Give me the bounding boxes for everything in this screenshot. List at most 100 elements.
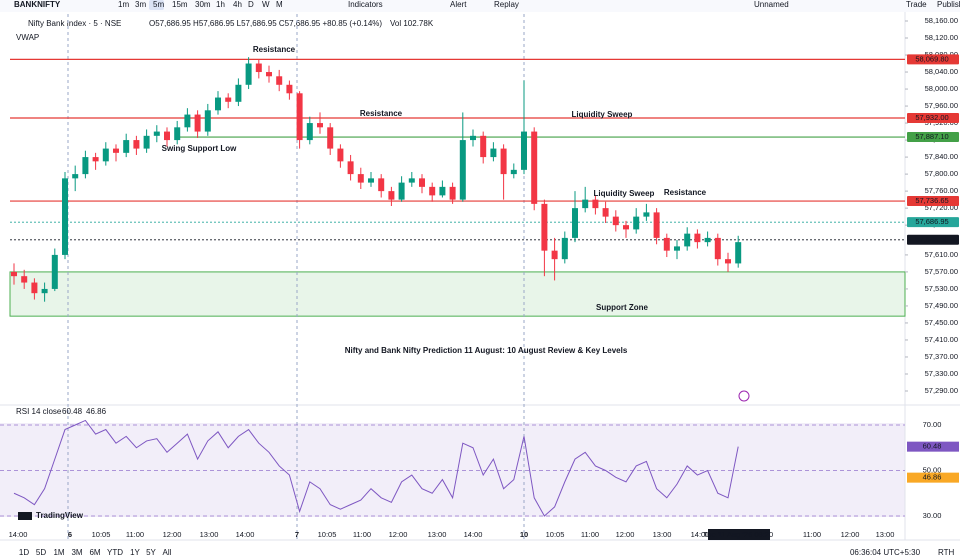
interval[interactable]: 4h xyxy=(233,0,242,9)
candle-body xyxy=(653,212,660,238)
rsi-tick-label: 70.00 xyxy=(923,420,942,429)
candle-body xyxy=(174,127,181,141)
candle-body xyxy=(694,233,701,243)
interval[interactable]: 1m xyxy=(118,0,129,9)
candle-body xyxy=(398,182,405,200)
range-button[interactable]: 3M xyxy=(71,548,82,557)
x-tick-label: 6 xyxy=(68,530,72,539)
toolbar-layout[interactable]: Unnamed xyxy=(754,0,789,9)
candle-body xyxy=(429,186,436,196)
range-button[interactable]: 5D xyxy=(36,548,46,557)
candle-body xyxy=(21,276,28,283)
x-tick-label: 14:00 xyxy=(464,530,483,539)
candle-body xyxy=(704,237,711,243)
interval[interactable]: 1h xyxy=(216,0,225,9)
y-tick-label: 57,760.00 xyxy=(925,186,958,195)
candle-body xyxy=(255,63,262,73)
candle-body xyxy=(357,174,364,183)
top-toolbar xyxy=(0,0,960,12)
candle-body xyxy=(51,254,58,289)
toolbar-replay[interactable]: Replay xyxy=(494,0,519,9)
y-tick-label: 58,160.00 xyxy=(925,16,958,25)
candle-body xyxy=(204,110,211,132)
x-tick-label: 14:00 xyxy=(9,530,28,539)
y-tick-label: 57,370.00 xyxy=(925,352,958,361)
rsi-ma-tag xyxy=(907,472,959,483)
candle-body xyxy=(408,178,415,183)
ohlc: O57,686.95 H57,686.95 L57,686.95 C57,686… xyxy=(149,19,382,28)
x-tick-label: 14:00 xyxy=(236,530,255,539)
annotation: Swing Support Low xyxy=(162,144,237,153)
candle-body xyxy=(510,169,517,175)
candle-body xyxy=(327,127,334,149)
candle-body xyxy=(92,157,99,162)
volume: Vol 102.78K xyxy=(390,19,434,28)
candle-body xyxy=(572,208,578,238)
y-tick-label: 57,840.00 xyxy=(925,152,958,161)
interval[interactable]: 5m xyxy=(153,0,164,9)
rsi-band xyxy=(0,423,905,517)
candle-body xyxy=(194,114,201,132)
range-button[interactable]: 1M xyxy=(53,548,64,557)
x-tick-label: 13:00 xyxy=(200,530,219,539)
candle-body xyxy=(306,123,313,141)
x-tick-label: 10:05 xyxy=(92,530,111,539)
toolbar-trade[interactable]: Trade xyxy=(906,0,927,9)
y-tick-label: 57,720.00 xyxy=(925,203,958,212)
x-tick-label: Tue 11 Aug '26 09:20 xyxy=(703,530,773,539)
candle-body xyxy=(153,131,160,136)
rsi-line xyxy=(13,419,739,517)
interval[interactable]: 30m xyxy=(195,0,211,9)
interval[interactable]: M xyxy=(276,0,283,9)
x-tick-label: 13:00 xyxy=(428,530,447,539)
x-tick-label: 7 xyxy=(295,530,299,539)
rsi-value: 60.48 xyxy=(62,407,83,416)
session[interactable]: RTH xyxy=(938,548,955,557)
interval[interactable]: 3m xyxy=(135,0,146,9)
instrument: Nifty Bank Index · 5 · NSE xyxy=(28,19,121,28)
range-button[interactable]: 6M xyxy=(89,548,100,557)
interval-active[interactable] xyxy=(149,0,164,10)
lightning-icon[interactable] xyxy=(738,390,750,402)
candle-body xyxy=(561,237,568,260)
y-tick-label: 57,410.00 xyxy=(925,335,958,344)
price-tag-label: 58,069.80 xyxy=(915,54,948,63)
candle-body xyxy=(337,148,344,162)
candle-body xyxy=(551,250,558,260)
toolbar-indicators[interactable]: Indicators xyxy=(348,0,383,9)
interval[interactable]: W xyxy=(262,0,270,9)
x-tick-label: 11:00 xyxy=(803,530,821,539)
price-tag xyxy=(907,196,959,207)
interval[interactable]: D xyxy=(248,0,254,9)
toolbar-alert[interactable]: Alert xyxy=(450,0,467,9)
candle-body xyxy=(459,140,466,200)
candle-body xyxy=(82,157,89,175)
x-tick-label: 13:00 xyxy=(876,530,895,539)
headline: Nifty and Bank Nifty Prediction 11 Augus… xyxy=(345,346,628,355)
x-tick-label: 14:00 xyxy=(691,530,710,539)
range-button[interactable]: All xyxy=(163,548,172,557)
annotation: Resistance xyxy=(664,188,707,197)
range-button[interactable]: 1D xyxy=(19,548,29,557)
range-button[interactable]: 1Y xyxy=(130,548,140,557)
x-tick-label: 11:00 xyxy=(126,530,144,539)
candle-body xyxy=(419,178,425,187)
x-tick-label: 12:00 xyxy=(163,530,182,539)
candle-body xyxy=(735,242,742,264)
range-button[interactable]: 5Y xyxy=(146,548,156,557)
rsi-tag-label: 60.48 xyxy=(923,442,942,451)
candle-body xyxy=(449,186,456,200)
candle-body xyxy=(31,282,38,294)
y-tick-label: 57,610.00 xyxy=(925,250,958,259)
interval[interactable]: 15m xyxy=(172,0,188,9)
symbol[interactable]: BANKNIFTY xyxy=(14,0,61,9)
toolbar-publish[interactable]: Publish xyxy=(937,0,960,9)
candle-body xyxy=(11,271,17,277)
candle-body xyxy=(143,135,150,149)
range-button[interactable]: YTD xyxy=(107,548,123,557)
y-tick-label: 57,570.00 xyxy=(925,267,958,276)
candle-body xyxy=(378,178,385,192)
price-tag xyxy=(907,132,959,143)
candle-body xyxy=(714,237,721,260)
annotation: Liquidity Sweep xyxy=(594,189,655,198)
